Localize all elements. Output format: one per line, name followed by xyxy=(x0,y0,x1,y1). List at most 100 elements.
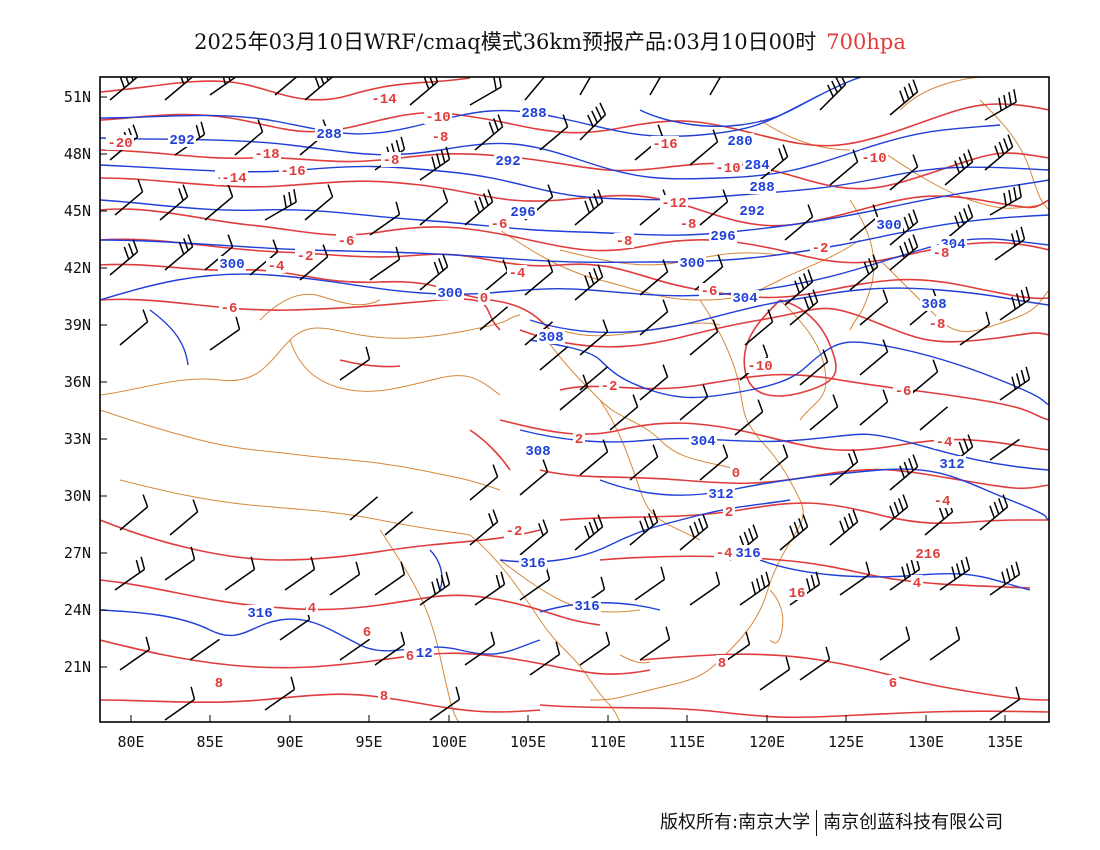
wind-barb xyxy=(759,444,789,481)
border-line xyxy=(589,439,804,701)
x-tick-label: 135E xyxy=(987,733,1023,751)
wind-barb xyxy=(169,499,199,536)
wind-barb xyxy=(519,459,549,496)
svg-text:216: 216 xyxy=(915,547,940,563)
wind-barb xyxy=(209,77,238,96)
wind-barb xyxy=(799,646,831,681)
height-label: 284 xyxy=(743,157,771,174)
border-line xyxy=(119,479,471,536)
temperature-label: 0 xyxy=(478,290,490,307)
wind-barb xyxy=(919,406,949,431)
svg-text:-10: -10 xyxy=(715,161,740,177)
height-label: 300 xyxy=(218,256,246,273)
svg-text:0: 0 xyxy=(732,466,740,482)
height-isoline xyxy=(100,179,1049,236)
wind-barb xyxy=(469,77,502,106)
height-isoline xyxy=(499,499,791,563)
wind-barb xyxy=(539,114,569,151)
wind-barb xyxy=(689,129,719,166)
height-label: 304 xyxy=(689,433,717,450)
wind-barb xyxy=(849,254,879,291)
temperature-label: -16 xyxy=(651,136,679,153)
height-label: 300 xyxy=(875,217,903,234)
svg-text:-10: -10 xyxy=(747,359,772,375)
svg-text:292: 292 xyxy=(739,204,764,220)
height-label: 304 xyxy=(731,290,759,307)
title-main: 2025年03月10日WRF/cmaq模式36km预报产品:03月10日00时 xyxy=(194,30,817,54)
height-isoline xyxy=(639,94,821,128)
height-isoline xyxy=(149,309,189,366)
wind-barb xyxy=(279,606,311,641)
height-label: 296 xyxy=(709,228,737,245)
svg-text:304: 304 xyxy=(690,434,715,450)
y-tick-label: 21N xyxy=(64,658,91,676)
svg-text:-8: -8 xyxy=(383,153,400,169)
wind-barb xyxy=(579,77,592,96)
x-tick-label: 130E xyxy=(908,733,944,751)
chart-title: 2025年03月10日WRF/cmaq模式36km预报产品:03月10日00时 7… xyxy=(0,26,1100,56)
svg-text:6: 6 xyxy=(406,649,414,665)
temperature-contours xyxy=(100,77,1049,719)
wind-barb xyxy=(384,511,414,536)
wind-barb xyxy=(699,444,729,481)
wind-barb xyxy=(579,102,607,141)
temperature-isotherm xyxy=(539,704,1049,719)
svg-text:-4: -4 xyxy=(716,546,733,562)
height-label: 288 xyxy=(315,126,343,143)
height-isoline xyxy=(529,339,1049,406)
wind-barb xyxy=(979,494,1009,531)
height-isoline xyxy=(519,429,1049,471)
wind-barb xyxy=(679,384,709,421)
temperature-label: -8 xyxy=(614,233,634,250)
border-line xyxy=(259,293,381,321)
temperature-label: 8 xyxy=(213,675,225,692)
y-tick-label: 48N xyxy=(64,145,91,163)
wind-barb xyxy=(579,439,609,476)
wind-barb xyxy=(209,316,241,351)
wind-barb xyxy=(474,114,504,151)
wind-barb xyxy=(119,309,149,346)
title-level: 700hpa xyxy=(826,30,906,54)
wind-barb xyxy=(519,519,549,556)
temperature-label: -4 xyxy=(714,545,734,562)
border-line xyxy=(769,589,784,644)
wind-barb xyxy=(784,204,814,241)
temperature-label: -2 xyxy=(295,248,315,265)
y-tick-label: 30N xyxy=(64,487,91,505)
wind-barb xyxy=(409,77,439,106)
border-line xyxy=(849,199,875,331)
wind-barb xyxy=(369,201,401,236)
svg-text:-4: -4 xyxy=(936,435,953,451)
svg-text:316: 316 xyxy=(520,556,545,572)
wind-barb xyxy=(649,77,662,96)
wind-barb xyxy=(204,184,234,221)
temperature-isotherm xyxy=(519,307,1049,348)
wind-barb xyxy=(164,77,194,101)
wind-barb xyxy=(699,189,729,226)
x-tick-label: 125E xyxy=(828,733,864,751)
svg-text:-2: -2 xyxy=(601,379,618,395)
wind-barb xyxy=(189,638,220,661)
height-label: 292 xyxy=(168,132,196,149)
svg-text:296: 296 xyxy=(710,229,735,245)
svg-text:6: 6 xyxy=(889,676,897,692)
svg-text:-16: -16 xyxy=(280,164,305,180)
wind-barb xyxy=(419,189,449,226)
wind-barb xyxy=(799,349,829,386)
temperature-label: -10 xyxy=(424,109,452,126)
height-label: 316 xyxy=(734,545,762,562)
wind-barb xyxy=(529,641,561,676)
wind-barb xyxy=(479,306,509,331)
temperature-label: 2 xyxy=(573,431,585,448)
height-label: 300 xyxy=(678,255,706,272)
svg-text:-6: -6 xyxy=(338,234,355,250)
temperature-label: 0 xyxy=(730,465,742,482)
wind-barbs xyxy=(109,77,1031,721)
svg-text:-4: -4 xyxy=(268,259,285,275)
wind-barb xyxy=(304,77,334,101)
wind-barb xyxy=(789,289,819,326)
temperature-label: -10 xyxy=(860,150,888,167)
copyright-footer: 版权所有:南京大学 南京创蓝科技有限公司 xyxy=(660,808,1003,836)
wind-barb xyxy=(609,394,639,431)
wind-barb xyxy=(419,146,451,181)
